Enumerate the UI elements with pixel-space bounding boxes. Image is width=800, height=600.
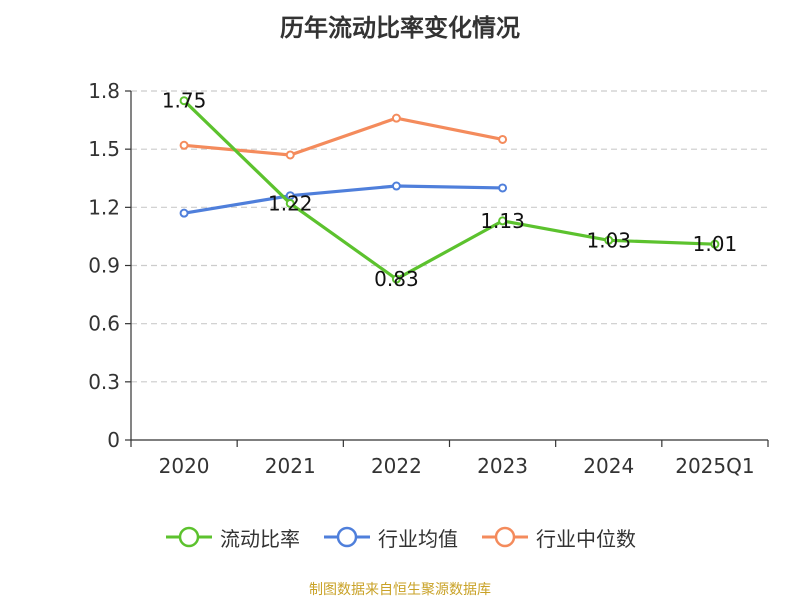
legend-item[interactable]: 流动比率 [164, 523, 300, 552]
data-point [179, 96, 189, 106]
legend-label: 行业中位数 [536, 526, 636, 551]
legend-label: 行业均值 [378, 526, 458, 551]
x-tick-label: 2021 [265, 454, 316, 478]
legend-item[interactable]: 行业均值 [322, 523, 458, 552]
data-point [498, 183, 508, 193]
data-labels: 1.75 1.22 0.83 1.13 1.03 1.01 [162, 89, 737, 291]
x-tick-label: 2025Q1 [675, 454, 754, 478]
legend-line-circle-icon [482, 526, 528, 548]
legend-line-circle-icon [166, 526, 212, 548]
data-label: 1.01 [693, 232, 738, 256]
data-label: 1.22 [268, 191, 313, 215]
source-note: 制图数据来自恒生聚源数据库 [309, 582, 491, 598]
y-tick-label: 1.2 [88, 195, 120, 219]
legend: 流动比率 行业均值 行业中位数 [0, 520, 800, 554]
legend-label: 流动比率 [220, 526, 300, 551]
data-label: 1.75 [162, 89, 207, 113]
data-label: 1.03 [586, 228, 631, 252]
y-tick-label: 1.5 [88, 137, 120, 161]
y-tick-label: 1.8 [88, 79, 120, 103]
y-tick-label: 0.9 [88, 254, 120, 278]
x-tick-label: 2022 [371, 454, 422, 478]
data-point [285, 198, 295, 208]
legend-line-circle-icon [324, 526, 370, 548]
legend-item[interactable]: 行业中位数 [480, 523, 636, 552]
y-tick-label: 0.3 [88, 370, 120, 394]
grid-lines [131, 90, 768, 383]
data-point [710, 239, 720, 249]
y-tick-label: 0 [107, 428, 120, 452]
x-tick-label: 2020 [159, 454, 210, 478]
data-label: 0.83 [374, 267, 419, 291]
data-point [391, 113, 401, 123]
data-point [604, 235, 614, 245]
x-tick-label: 2023 [477, 454, 528, 478]
y-tick-label: 0.6 [88, 312, 120, 336]
data-point [391, 274, 401, 284]
data-label: 1.13 [480, 209, 525, 233]
data-point [391, 181, 401, 191]
data-point [498, 216, 508, 226]
series-lines [179, 96, 720, 284]
data-point [179, 208, 189, 218]
axes: 0 0.3 0.6 0.9 1.2 1.5 1.8 2020 2021 2022 2023 2024 2… [88, 79, 769, 478]
x-tick-label: 2024 [583, 454, 634, 478]
data-point [498, 134, 508, 144]
series-line-1 [183, 184, 503, 215]
chart-title: 历年流动比率变化情况 [280, 14, 520, 42]
data-point [285, 150, 295, 160]
series-line-0 [182, 99, 715, 281]
data-point [179, 140, 189, 150]
